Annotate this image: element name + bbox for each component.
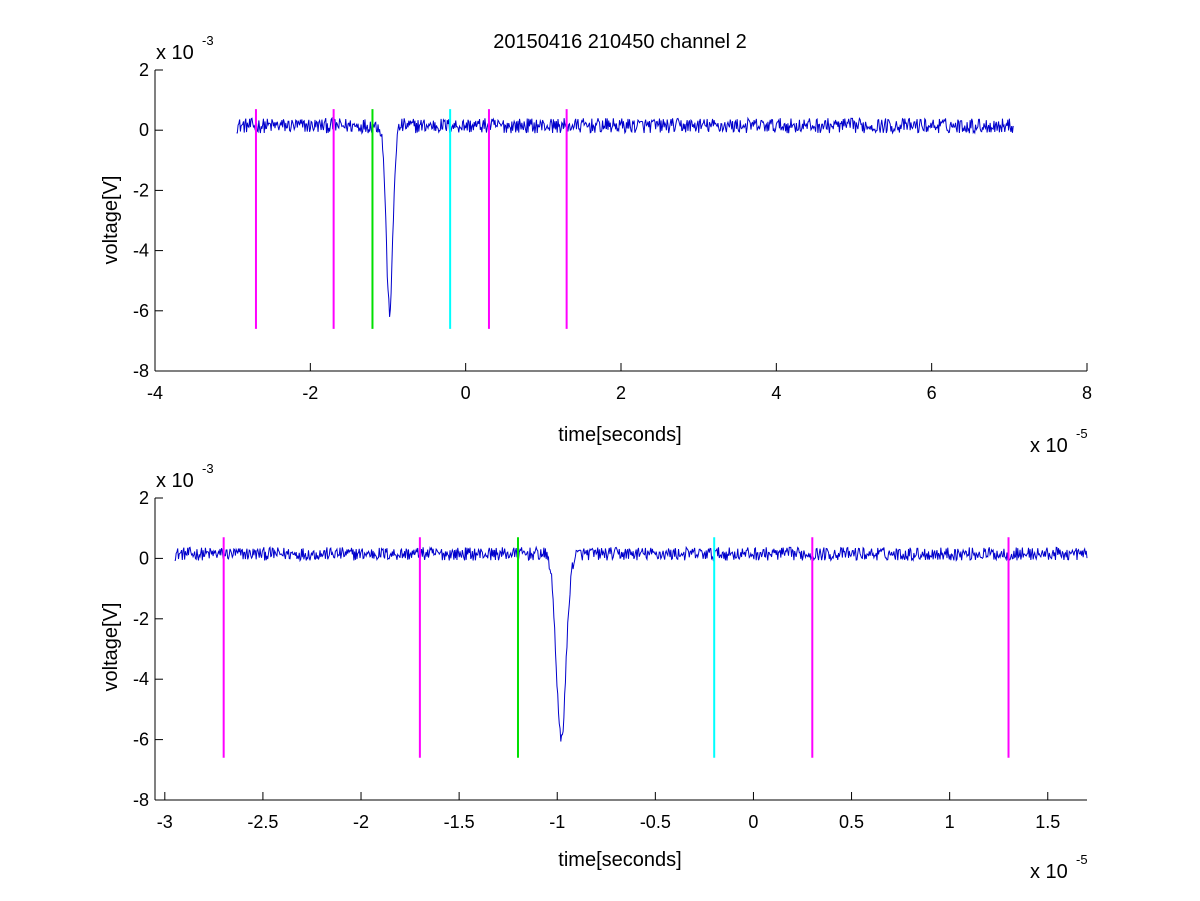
top-y-tick-label: -8 [133, 361, 149, 381]
top-x-exponent-power: -5 [1076, 426, 1088, 441]
top-x-tick-label: -2 [302, 383, 318, 403]
bottom-x-tick-label: 1.5 [1035, 812, 1060, 832]
bottom-y-tick-label: -6 [133, 730, 149, 750]
bottom-x-tick-label: 0 [748, 812, 758, 832]
bottom-y-tick-label: -2 [133, 609, 149, 629]
bottom-x-exponent-power: -5 [1076, 852, 1088, 867]
top-x-axis-label: time[seconds] [558, 424, 681, 446]
bottom-y-tick-label: 2 [139, 488, 149, 508]
top-y-axis-label: voltage[V] [100, 176, 122, 265]
top-y-tick-label: 0 [139, 120, 149, 140]
bottom-x-tick-label: 0.5 [839, 812, 864, 832]
top-x-tick-label: 6 [927, 383, 937, 403]
bottom-x-tick-label: -2.5 [247, 812, 278, 832]
bottom-x-tick-label: -1 [549, 812, 565, 832]
top-x-exponent-base: x 10 [1030, 435, 1068, 457]
bottom-y-tick-label: -8 [133, 790, 149, 810]
bottom-plot: x 10 -3 voltage[V] time[seconds] x 10 -5… [100, 461, 1088, 883]
bottom-x-axis-label: time[seconds] [558, 849, 681, 871]
bottom-y-tick-label: -4 [133, 669, 149, 689]
top-x-tick-label: 0 [461, 383, 471, 403]
top-x-tick-label: 8 [1082, 383, 1092, 403]
bottom-signal-trace [174, 545, 1088, 742]
bottom-x-tick-label: -2 [353, 812, 369, 832]
top-x-tick-label: -4 [147, 383, 163, 403]
bottom-y-axis-label: voltage[V] [100, 603, 122, 692]
bottom-y-tick-label: 0 [139, 548, 149, 568]
top-plot: x 10 -3 voltage[V] time[seconds] x 10 -5… [100, 33, 1092, 457]
top-x-tick-label: 2 [616, 383, 626, 403]
chart-title: 20150416 210450 channel 2 [493, 31, 747, 53]
top-y-tick-label: -4 [133, 241, 149, 261]
top-y-tick-label: -6 [133, 301, 149, 321]
bottom-y-exponent-base: x 10 [156, 470, 194, 492]
bottom-y-exponent-power: -3 [202, 461, 214, 476]
bottom-x-exponent-base: x 10 [1030, 861, 1068, 883]
bottom-x-tick-label: -1.5 [444, 812, 475, 832]
top-y-exponent-power: -3 [202, 33, 214, 48]
top-y-tick-label: -2 [133, 180, 149, 200]
top-x-tick-label: 4 [771, 383, 781, 403]
top-y-exponent-base: x 10 [156, 42, 194, 64]
top-y-tick-label: 2 [139, 60, 149, 80]
bottom-x-tick-label: -0.5 [640, 812, 671, 832]
top-signal-trace [236, 116, 1014, 317]
bottom-x-tick-label: 1 [945, 812, 955, 832]
bottom-x-tick-label: -3 [157, 812, 173, 832]
